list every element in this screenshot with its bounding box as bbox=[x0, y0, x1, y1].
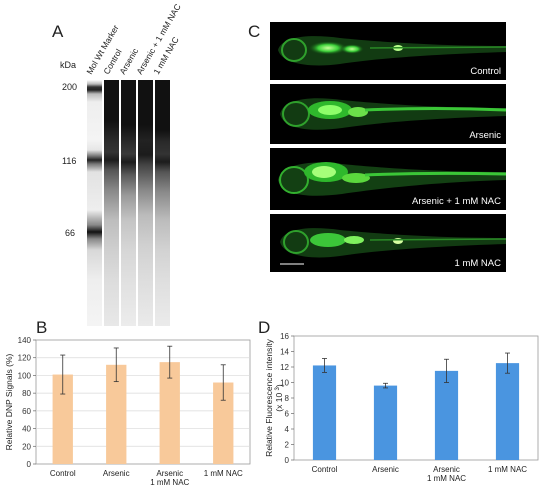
y-tick-label: 10 bbox=[280, 379, 289, 388]
fish-image-arsenic: Arsenic bbox=[270, 84, 506, 144]
fish-label-nac: 1 mM NAC bbox=[454, 258, 501, 269]
bar bbox=[106, 364, 127, 464]
y-tick-label: 14 bbox=[280, 348, 289, 357]
y-axis-label: Relative DNP Signals (%) bbox=[4, 353, 14, 450]
x-tick-label: Control bbox=[50, 469, 76, 478]
panel-label-d: D bbox=[258, 318, 271, 337]
bar bbox=[213, 382, 234, 464]
zebrafish-larva-image bbox=[280, 98, 506, 130]
x-tick-label: 1 mM NAC bbox=[204, 469, 243, 478]
y-tick-label: 20 bbox=[22, 442, 31, 451]
gel-lane-arsenic-nac bbox=[138, 80, 153, 326]
x-tick-label: Arsenic bbox=[103, 469, 130, 478]
gel-lane-arsenic bbox=[121, 80, 136, 326]
bar bbox=[434, 370, 459, 460]
x-tick-label: Arsenic bbox=[372, 465, 399, 474]
fish-image-control: Control bbox=[270, 22, 506, 80]
gel-lane-marker bbox=[87, 80, 102, 326]
y-axis-label-units: (x 10 3) bbox=[274, 384, 284, 412]
y-tick-label: 80 bbox=[22, 389, 31, 398]
kda-unit-label: kDa bbox=[60, 60, 77, 70]
y-tick-label: 8 bbox=[285, 394, 290, 403]
fish-image-nac: 1 mM NAC bbox=[270, 214, 506, 272]
bar bbox=[312, 365, 337, 460]
y-tick-label: 0 bbox=[27, 460, 32, 469]
y-tick-label: 12 bbox=[280, 363, 289, 372]
x-tick-label: 1 mM NAC bbox=[488, 465, 527, 474]
y-tick-label: 6 bbox=[285, 410, 290, 419]
y-tick-label: 2 bbox=[285, 441, 290, 450]
zebrafish-larva-image bbox=[278, 36, 506, 66]
y-tick-label: 100 bbox=[18, 371, 32, 380]
y-tick-label: 40 bbox=[22, 425, 31, 434]
y-tick-label: 140 bbox=[18, 336, 32, 345]
y-tick-label: 60 bbox=[22, 407, 31, 416]
gel-lane-nac bbox=[155, 80, 170, 326]
panel-label-b: B bbox=[36, 318, 48, 337]
zebrafish-larva-image bbox=[278, 162, 506, 196]
y-tick-label: 4 bbox=[285, 425, 290, 434]
bar bbox=[495, 363, 520, 460]
panel-label-a: A bbox=[52, 22, 64, 41]
mw-marker-66: 66 bbox=[65, 228, 76, 238]
x-tick-label: Control bbox=[312, 465, 338, 474]
y-tick-label: 0 bbox=[285, 456, 290, 465]
fish-label-arsenic-nac: Arsenic + 1 mM NAC bbox=[412, 196, 501, 207]
y-axis-label: Relative Fluorescence intensity bbox=[264, 338, 274, 456]
fish-label-control: Control bbox=[470, 66, 501, 77]
panel-label-c: C bbox=[248, 22, 261, 41]
zebrafish-larva-image bbox=[280, 228, 506, 265]
bar bbox=[159, 362, 180, 464]
x-tick-label: 1 mM NAC bbox=[427, 474, 466, 483]
bar bbox=[52, 374, 73, 464]
y-tick-label: 16 bbox=[280, 332, 289, 341]
gel-lane-control bbox=[104, 80, 119, 326]
y-tick-label: 120 bbox=[18, 354, 32, 363]
mw-marker-200: 200 bbox=[62, 82, 78, 92]
fish-label-arsenic: Arsenic bbox=[469, 130, 501, 141]
x-tick-label: 1 mM NAC bbox=[150, 478, 189, 487]
bar bbox=[373, 385, 398, 460]
mw-marker-116: 116 bbox=[62, 156, 77, 166]
fish-image-arsenic-nac: Arsenic + 1 mM NAC bbox=[270, 148, 506, 210]
x-tick-label: Arsenic bbox=[156, 469, 183, 478]
x-tick-label: Arsenic bbox=[433, 465, 460, 474]
